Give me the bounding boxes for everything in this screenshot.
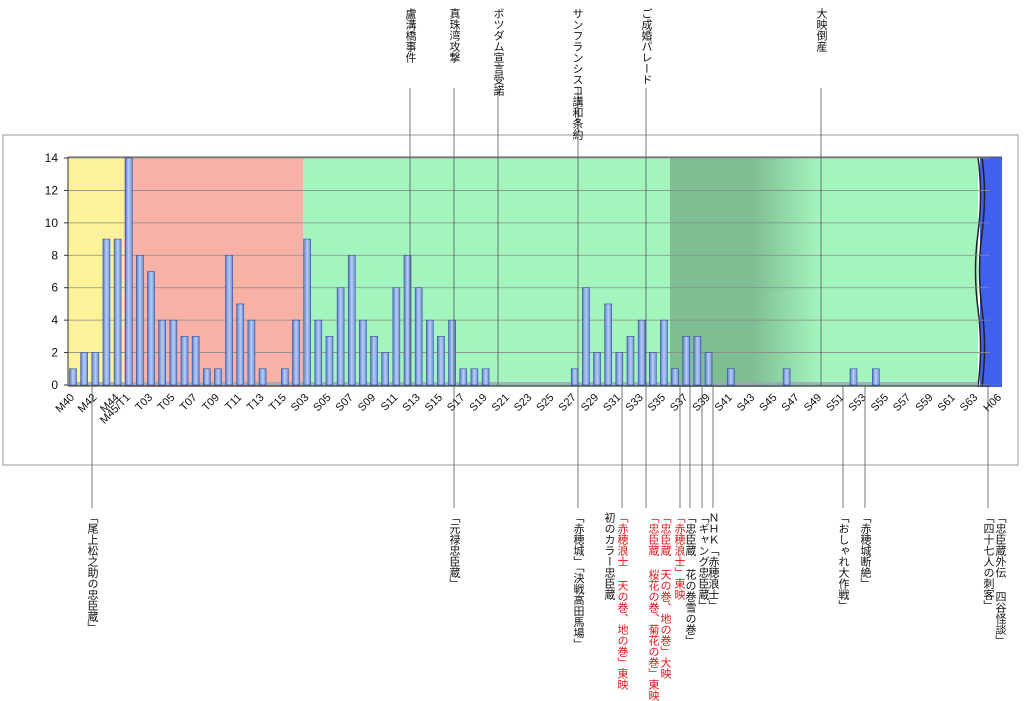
bar: [615, 352, 624, 386]
bar: [191, 336, 200, 386]
film-label: 「赤穂浪士 天の巻、地の巻」東映: [616, 512, 629, 690]
bar: [648, 352, 657, 386]
axis-break-right: [978, 156, 986, 388]
bar: [225, 254, 233, 386]
bar: [247, 319, 256, 386]
film-label: 「四十七人の刺客」: [982, 512, 995, 611]
film-label: 「赤穂浪士」東映: [673, 512, 686, 600]
bar: [180, 336, 189, 386]
bar: [704, 352, 713, 386]
bar: [258, 368, 267, 386]
bar: [370, 336, 378, 386]
bar: [448, 319, 456, 386]
film-label: 「赤穂城」「決戦高田馬場」: [572, 512, 585, 650]
bar: [403, 254, 412, 386]
film-label: 「赤穂城断絶」: [859, 512, 872, 589]
era-heisei-band: [980, 157, 1002, 387]
bar: [392, 287, 401, 386]
film-label: 「忠臣蔵 花の巻雪の巻」: [684, 512, 697, 646]
bar: [91, 352, 100, 386]
bar: [637, 319, 646, 386]
bar: [169, 319, 178, 386]
film-label: 「忠臣蔵 天の巻、地の巻」大映: [659, 512, 672, 679]
bar: [281, 368, 289, 386]
y-tick-label: 4: [51, 313, 58, 327]
bar: [459, 368, 468, 386]
bar: [113, 238, 122, 386]
chart-root: 0 2 4 6 8 10 12 14 M40 M42 M44 M45/T1 T03 T05 T07 T09 T…: [2, 8, 1019, 701]
film-label: 「忠臣蔵 桜花の巻、菊花の巻」東映: [647, 512, 660, 701]
film-label: 「尾上松之助の忠臣蔵」: [86, 512, 99, 633]
y-tick-label: 10: [45, 216, 59, 230]
axis-break-left: [974, 156, 982, 388]
event-label: ポツダム宣言受諾: [492, 8, 505, 96]
event-label: ご成婚パレード: [640, 8, 653, 85]
bar: [593, 352, 601, 386]
bar: [682, 336, 691, 386]
film-label: ＮＨＫ「赤穂浪士」: [707, 512, 720, 611]
event-label: 大映倒産: [815, 8, 828, 52]
bar: [871, 368, 880, 386]
y-tick-label: 14: [45, 151, 59, 165]
bar: [69, 368, 77, 386]
film-label: 「元禄忠臣蔵」: [448, 512, 461, 589]
bar: [158, 319, 166, 386]
bar: [849, 368, 858, 386]
y-tick-label: 2: [51, 346, 58, 360]
bar: [381, 352, 390, 386]
bar: [727, 368, 735, 386]
y-tick-label: 8: [51, 248, 58, 262]
bar: [693, 336, 702, 386]
bar: [481, 368, 490, 386]
bar: [336, 287, 345, 386]
event-label: 盧溝橋事件: [404, 8, 417, 63]
bar: [303, 238, 311, 386]
bar: [782, 368, 791, 386]
bar: [102, 238, 111, 386]
bar: [124, 157, 133, 386]
y-tick-label: 0: [51, 378, 58, 392]
bar: [437, 336, 445, 386]
film-label: 「おしゃれ大作戦」: [837, 512, 850, 611]
bar: [470, 368, 479, 386]
bar: [414, 287, 423, 386]
bar: [582, 287, 590, 386]
bar: [325, 336, 334, 386]
bar: [660, 319, 668, 386]
bar: [236, 303, 245, 386]
bar: [359, 319, 367, 386]
bar: [203, 368, 211, 386]
film-label: 「ギャング忠臣蔵」: [697, 512, 710, 611]
bar: [604, 303, 613, 386]
chart-floor: [68, 382, 978, 386]
y-tick-label: 6: [51, 281, 58, 295]
bar: [292, 319, 300, 386]
bar: [136, 254, 144, 386]
bar: [347, 254, 356, 386]
bar: [80, 352, 88, 386]
bar: [570, 368, 579, 386]
film-label: 初のカラー忠臣蔵: [603, 512, 616, 600]
bar: [147, 271, 155, 386]
bar: [425, 319, 434, 386]
y-tick-label: 12: [45, 183, 59, 197]
bar: [671, 368, 679, 386]
bar: [626, 336, 635, 386]
event-label: サンフランシスコ講和条約: [571, 8, 584, 140]
film-label: 「忠臣蔵外伝 四谷怪談」: [994, 512, 1007, 646]
bar: [214, 368, 222, 386]
event-label: 真珠湾攻撃: [448, 8, 461, 63]
bar: [314, 319, 323, 386]
